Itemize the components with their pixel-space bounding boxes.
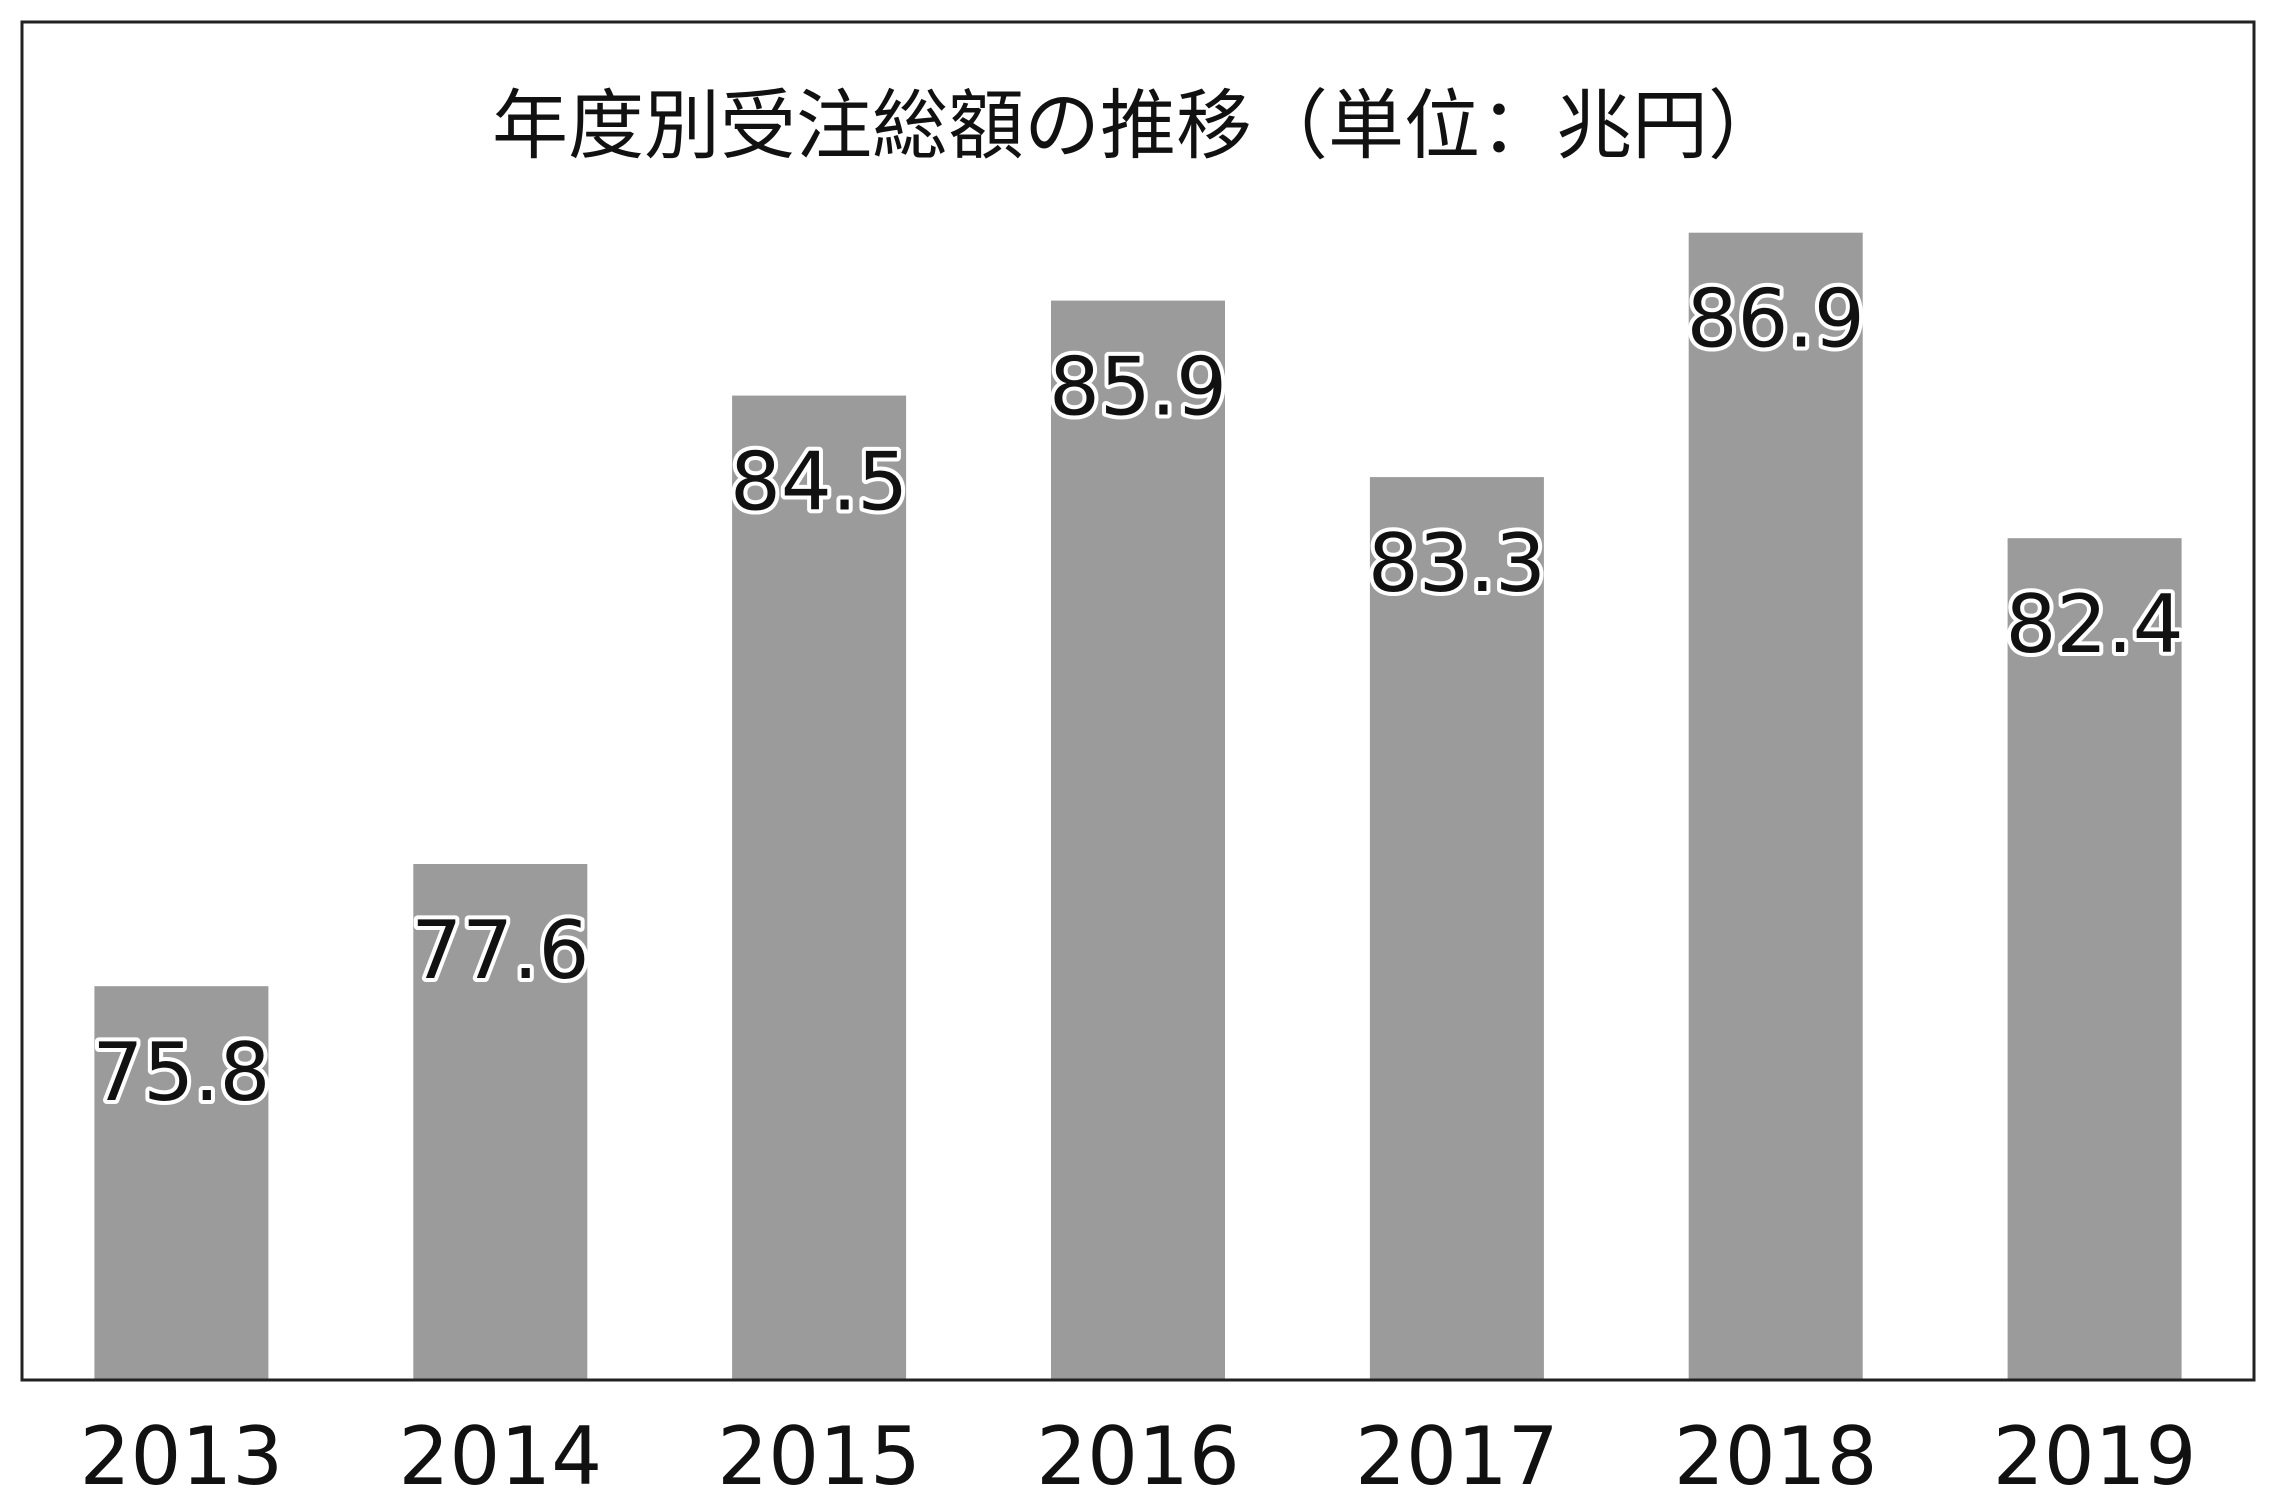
value-label-2013: 75.8 bbox=[92, 1026, 270, 1119]
value-label-2014: 77.6 bbox=[411, 904, 589, 997]
x-tick-label-2014: 2014 bbox=[399, 1410, 603, 1500]
bar-2016 bbox=[1051, 300, 1225, 1379]
bar-2014 bbox=[413, 864, 588, 1379]
x-tick-label-2015: 2015 bbox=[717, 1410, 921, 1500]
x-tick-label-2018: 2018 bbox=[1674, 1410, 1878, 1500]
bar-2018 bbox=[1688, 232, 1863, 1379]
x-axis-tick-labels: 2013 2014 2015 2016 2017 2018 2019 bbox=[80, 1410, 2197, 1500]
x-tick-label-2019: 2019 bbox=[1993, 1410, 2197, 1500]
value-label-2016: 85.9 bbox=[1049, 341, 1227, 434]
chart-title: 年度別受注総額の推移（単位：兆円） bbox=[492, 81, 1784, 170]
value-label-2015: 84.5 bbox=[730, 436, 908, 529]
value-label-group: 75.8 77.6 84.5 85.9 83.3 86.9 82.4 bbox=[88, 269, 2187, 1123]
bar-2015 bbox=[732, 395, 907, 1379]
value-label-2019: 82.4 bbox=[2006, 578, 2184, 671]
value-label-2017: 83.3 bbox=[1368, 517, 1546, 610]
x-tick-label-2016: 2016 bbox=[1036, 1410, 1240, 1500]
bar-2019 bbox=[2007, 538, 2182, 1379]
bar-group bbox=[94, 232, 2182, 1379]
x-tick-label-2017: 2017 bbox=[1355, 1410, 1559, 1500]
bar-2017 bbox=[1369, 477, 1544, 1379]
x-tick-label-2013: 2013 bbox=[80, 1410, 284, 1500]
bar-2013 bbox=[94, 986, 269, 1379]
value-label-2018: 86.9 bbox=[1687, 273, 1865, 366]
